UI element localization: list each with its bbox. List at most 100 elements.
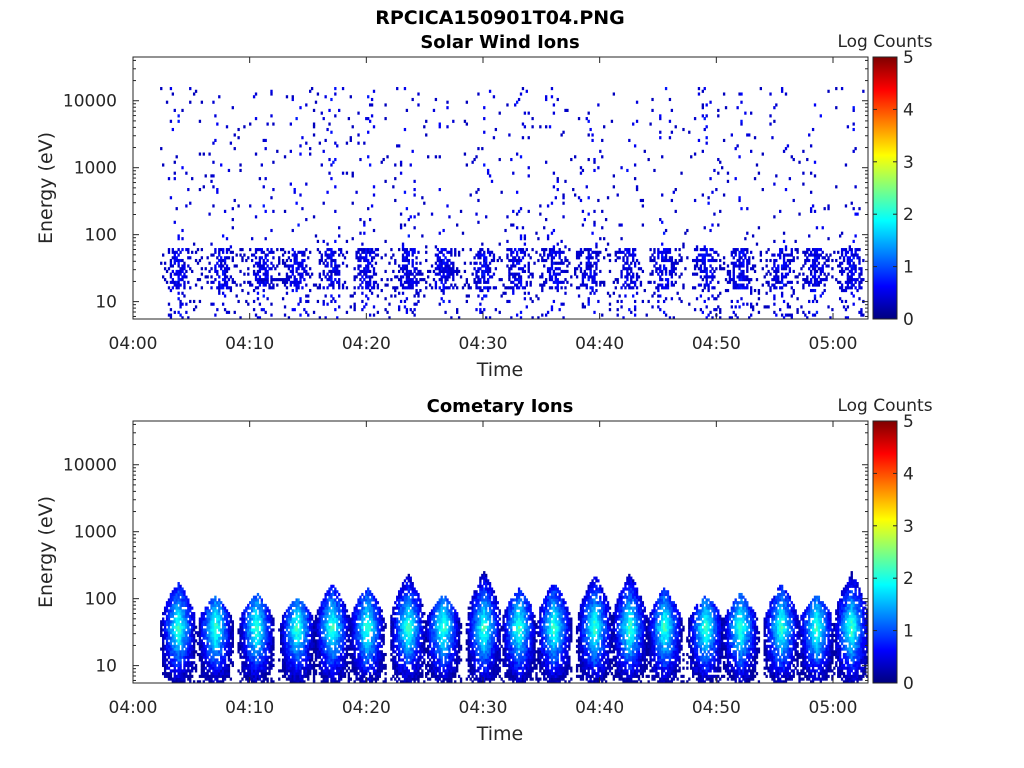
- heatmap-cell: [218, 674, 221, 678]
- heatmap-cell: [444, 261, 447, 265]
- heatmap-cell: [301, 267, 304, 271]
- heatmap-cell: [247, 622, 250, 627]
- heatmap-cell: [840, 250, 844, 254]
- heatmap-cell: [448, 272, 451, 276]
- heatmap-cell: [202, 647, 205, 651]
- heatmap-cell: [252, 609, 256, 613]
- heatmap-cell: [223, 669, 227, 673]
- heatmap-cell: [367, 264, 370, 268]
- heatmap-cell: [403, 267, 407, 271]
- heatmap-cell: [179, 658, 182, 662]
- heatmap-cell: [264, 655, 267, 659]
- heatmap-cell: [200, 652, 204, 657]
- heatmap-cell: [299, 631, 302, 635]
- heatmap-cell: [655, 269, 658, 274]
- heatmap-cell: [761, 188, 764, 192]
- heatmap-cell: [177, 612, 180, 616]
- heatmap-cell: [384, 297, 387, 301]
- heatmap-cell: [438, 256, 441, 260]
- heatmap-cell: [309, 625, 312, 629]
- heatmap-cell: [519, 234, 523, 238]
- heatmap-cell: [593, 220, 596, 224]
- heatmap-cell: [405, 250, 409, 254]
- heatmap-cell: [233, 133, 236, 137]
- heatmap-cell: [214, 663, 217, 668]
- heatmap-cell: [208, 666, 211, 670]
- heatmap-cell: [831, 267, 834, 271]
- heatmap-cell: [283, 250, 287, 254]
- heatmap-cell: [245, 666, 248, 670]
- heatmap-cell: [703, 253, 706, 257]
- heatmap-cell: [469, 261, 472, 265]
- heatmap-cell: [318, 609, 322, 613]
- heatmap-cell: [167, 622, 171, 627]
- heatmap-cell: [322, 609, 325, 613]
- heatmap-cell: [173, 601, 176, 605]
- heatmap-cell: [297, 250, 300, 254]
- heatmap-cell: [448, 267, 451, 271]
- heatmap-cell: [324, 95, 327, 99]
- heatmap-cell: [312, 283, 316, 287]
- heatmap-cell: [415, 261, 418, 265]
- heatmap-cell: [456, 269, 459, 274]
- heatmap-cell: [307, 620, 310, 624]
- heatmap-cell: [585, 272, 588, 276]
- heatmap-cell: [782, 267, 786, 271]
- heatmap-cell: [206, 609, 209, 613]
- heatmap-cell: [510, 258, 513, 263]
- heatmap-cell: [307, 658, 310, 662]
- heatmap-cell: [179, 269, 182, 274]
- heatmap-cell: [162, 655, 165, 659]
- heatmap-cell: [450, 250, 453, 254]
- heatmap-cell: [227, 650, 231, 654]
- solar-wind-colorbar-label: Log Counts: [837, 32, 932, 52]
- heatmap-cell: [815, 264, 819, 268]
- heatmap-cell: [419, 269, 422, 274]
- heatmap-cell: [312, 620, 316, 624]
- heatmap-cell: [285, 663, 289, 668]
- heatmap-cell: [562, 302, 565, 306]
- heatmap-cell: [289, 644, 292, 648]
- heatmap-cell: [446, 100, 449, 104]
- heatmap-cell: [206, 644, 209, 648]
- heatmap-cell: [320, 111, 323, 115]
- heatmap-cell: [181, 612, 184, 616]
- heatmap-cell: [411, 310, 414, 314]
- cometary-title: Cometary Ions: [427, 396, 574, 417]
- heatmap-cell: [202, 620, 205, 624]
- heatmap-cell: [256, 603, 260, 607]
- heatmap-cell: [717, 223, 720, 227]
- heatmap-cell: [554, 253, 557, 257]
- heatmap-cell: [521, 248, 525, 252]
- heatmap-cell: [703, 258, 706, 263]
- heatmap-cell: [622, 258, 625, 263]
- heatmap-cell: [229, 250, 233, 254]
- heatmap-cell: [862, 89, 865, 93]
- heatmap-cell: [510, 253, 513, 257]
- heatmap-cell: [314, 642, 318, 646]
- heatmap-cell: [163, 622, 167, 627]
- heatmap-cell: [250, 669, 254, 673]
- heatmap-cell: [512, 286, 515, 290]
- heatmap-cell: [309, 628, 312, 632]
- heatmap-cell: [245, 644, 248, 648]
- heatmap-cell: [223, 278, 227, 282]
- heatmap-cell: [181, 639, 184, 643]
- heatmap-cell: [633, 305, 637, 309]
- heatmap-cell: [852, 127, 855, 132]
- heatmap-cell: [254, 272, 258, 276]
- heatmap-cell: [330, 283, 333, 287]
- heatmap-cell: [736, 258, 739, 263]
- heatmap-cell: [550, 256, 554, 260]
- heatmap-cell: [326, 650, 329, 654]
- heatmap-cell: [616, 308, 619, 312]
- heatmap-cell: [177, 669, 180, 673]
- heatmap-cell: [693, 286, 697, 290]
- heatmap-cell: [237, 136, 240, 140]
- heatmap-cell: [250, 672, 254, 676]
- heatmap-cell: [575, 253, 579, 257]
- heatmap-cell: [363, 223, 366, 227]
- heatmap-cell: [297, 633, 300, 638]
- heatmap-cell: [249, 606, 252, 610]
- heatmap-cell: [249, 674, 252, 678]
